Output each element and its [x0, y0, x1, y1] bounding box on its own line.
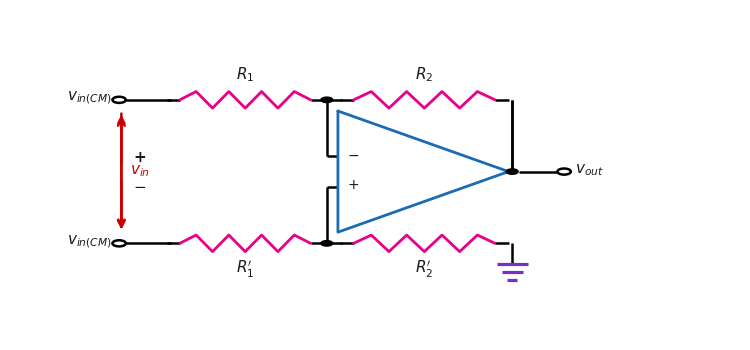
- Text: $\mathit{R}_2'$: $\mathit{R}_2'$: [416, 258, 434, 280]
- Circle shape: [506, 169, 518, 174]
- Circle shape: [321, 240, 333, 246]
- Text: $\mathit{v}_{\mathit{out}}$: $\mathit{v}_{\mathit{out}}$: [575, 162, 604, 178]
- Circle shape: [321, 97, 333, 103]
- Text: $\mathit{v}_{\mathit{in}}$: $\mathit{v}_{\mathit{in}}$: [130, 164, 150, 180]
- Text: $\mathit{v}_{\mathit{in(CM)}}$: $\mathit{v}_{\mathit{in(CM)}}$: [67, 233, 112, 250]
- Text: $\mathit{R}_1$: $\mathit{R}_1$: [236, 65, 254, 84]
- Text: $+$: $+$: [346, 178, 359, 192]
- Text: $\mathit{R}_2$: $\mathit{R}_2$: [416, 65, 434, 84]
- Text: $-$: $-$: [134, 178, 146, 193]
- Text: $-$: $-$: [346, 148, 359, 162]
- Text: $\mathit{R}_1'$: $\mathit{R}_1'$: [236, 258, 254, 280]
- Text: $\mathit{v}_{\mathit{in(CM)}}$: $\mathit{v}_{\mathit{in(CM)}}$: [67, 90, 112, 106]
- Text: +: +: [134, 150, 146, 166]
